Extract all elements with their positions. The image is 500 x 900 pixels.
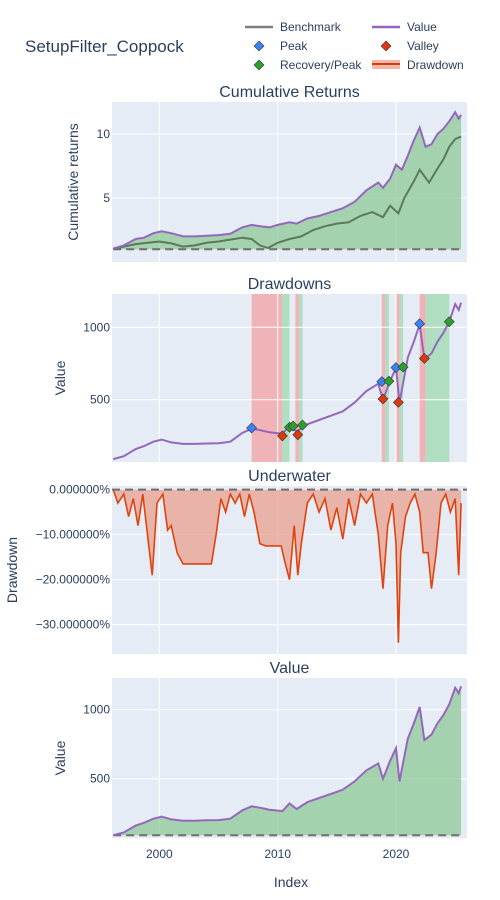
- series-benchmark: [112, 135, 462, 251]
- recovery-marker[interactable]: [287, 420, 299, 432]
- underwater-area: [113, 489, 462, 643]
- subplot-underwater: Underwater 0.000000% −10.000000% −20.000000…: [4, 468, 467, 654]
- legend-label: Peak: [280, 39, 308, 53]
- recovery-marker[interactable]: [397, 361, 409, 373]
- drawdown-band: [419, 294, 426, 462]
- y-tick-label: 10: [97, 127, 111, 141]
- series-drawdown: [112, 489, 462, 643]
- y-axis-label: Cumulative returns: [65, 123, 81, 241]
- valley-marker[interactable]: [392, 396, 404, 408]
- valley-marker[interactable]: [418, 353, 430, 364]
- plot-content: [112, 301, 463, 461]
- recovery-band: [282, 294, 290, 462]
- recovery-marker[interactable]: [383, 375, 395, 387]
- series-value: [112, 685, 463, 837]
- legend-diamond-swatch: [253, 40, 265, 52]
- y-tick-label: 1000: [83, 703, 110, 717]
- x-tick-label: 2020: [383, 847, 410, 861]
- value-area: [113, 686, 462, 836]
- x-tick-label: 2000: [146, 847, 173, 861]
- legend-item-peak[interactable]: Peak: [253, 39, 308, 53]
- valley-marker[interactable]: [377, 393, 389, 405]
- recovery-band: [399, 294, 404, 462]
- y-tick-label: 5: [103, 191, 110, 205]
- subplot-drawdowns: Drawdowns 500 1000 Value: [52, 276, 467, 462]
- legend-item-value[interactable]: Value: [372, 20, 437, 34]
- subplots: Cumulative Returns 5 10 Cumulative returns D…: [4, 84, 467, 861]
- plot-content: [112, 110, 462, 251]
- valley-marker[interactable]: [292, 429, 304, 441]
- y-tick-label: 500: [90, 393, 110, 407]
- series-value: [112, 110, 462, 250]
- legend[interactable]: Benchmark Value Peak Valley Recovery/Peak Dra…: [245, 20, 464, 72]
- value-area: [113, 112, 462, 250]
- valley-marker[interactable]: [276, 430, 288, 442]
- y-tick-label: −20.000000%: [36, 573, 111, 587]
- subplot-title: Value: [270, 660, 310, 677]
- legend-label: Drawdown: [407, 58, 464, 72]
- subplot-title: Drawdowns: [248, 276, 332, 293]
- drawdown-band: [295, 294, 299, 462]
- recovery-band: [425, 294, 450, 462]
- x-tick-label: 2010: [264, 847, 291, 861]
- y-tick-label: 1000: [83, 320, 110, 334]
- legend-label: Benchmark: [280, 20, 342, 34]
- legend-item-drawdown[interactable]: Drawdown: [372, 58, 464, 72]
- plot-content: [112, 488, 467, 643]
- legend-label: Valley: [407, 39, 439, 53]
- y-axis-label: Value: [52, 360, 68, 395]
- y-axis-label: Value: [52, 740, 68, 775]
- y-tick-label: 500: [90, 772, 110, 786]
- y-tick-label: −10.000000%: [36, 528, 111, 542]
- legend-label: Value: [407, 20, 437, 34]
- legend-label: Recovery/Peak: [280, 58, 362, 72]
- subplot-value: Value 500 1000 2000 2010 2020 Value: [52, 660, 467, 861]
- peak-marker[interactable]: [414, 318, 426, 330]
- chart-title: SetupFilter_Coppock: [25, 37, 184, 56]
- legend-item-benchmark[interactable]: Benchmark: [245, 20, 342, 34]
- recovery-marker[interactable]: [297, 419, 308, 431]
- legend-diamond-swatch: [253, 59, 265, 71]
- x-axis-label: Index: [274, 874, 308, 890]
- y-axis-label: Drawdown: [4, 537, 20, 603]
- y-tick-label: 0.000000%: [49, 483, 110, 497]
- plot-content: [112, 685, 463, 837]
- legend-item-recovery-peak[interactable]: Recovery/Peak: [253, 58, 362, 72]
- subplot-title: Cumulative Returns: [219, 84, 360, 101]
- recovery-marker[interactable]: [443, 316, 455, 328]
- legend-diamond-swatch: [380, 40, 392, 52]
- subplot-cumulative-returns: Cumulative Returns 5 10 Cumulative returns: [65, 84, 467, 262]
- recovery-band: [298, 294, 303, 462]
- subplot-title: Underwater: [248, 468, 331, 485]
- legend-item-valley[interactable]: Valley: [380, 39, 439, 53]
- peak-marker[interactable]: [246, 422, 258, 434]
- y-tick-label: −30.000000%: [36, 618, 111, 632]
